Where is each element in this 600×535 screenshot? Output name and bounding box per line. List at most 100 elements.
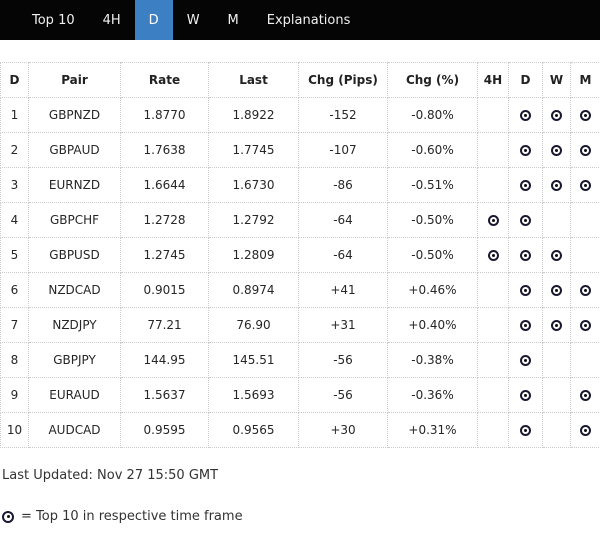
chg-pct-cell: -0.51% xyxy=(387,167,478,203)
table-body: 1 GBPNZD 1.8770 1.8922 -152 -0.80% 2 GBPAUD 1.76… xyxy=(0,97,600,448)
table-row: 10 AUDCAD 0.9595 0.9565 +30 +0.31% xyxy=(0,412,600,448)
tf-m-cell xyxy=(570,97,600,133)
rank-cell: 1 xyxy=(0,97,29,133)
top10-marker-icon xyxy=(580,390,591,401)
top10-marker-icon xyxy=(520,320,531,331)
tab-monthly[interactable]: M xyxy=(227,12,239,28)
tf-d-cell xyxy=(508,342,543,378)
pair-cell: AUDCAD xyxy=(28,412,121,448)
chg-pips-cell: +30 xyxy=(298,412,388,448)
chg-pct-cell: -0.80% xyxy=(387,97,478,133)
tf-w-cell xyxy=(542,97,571,133)
tf-d-cell xyxy=(508,412,543,448)
table-row: 5 GBPUSD 1.2745 1.2809 -64 -0.50% xyxy=(0,237,600,273)
top10-marker-icon xyxy=(520,425,531,436)
top10-marker-icon xyxy=(580,285,591,296)
last-cell: 1.2792 xyxy=(208,202,299,238)
last-cell: 1.7745 xyxy=(208,132,299,168)
tab-explanations[interactable]: Explanations xyxy=(266,12,351,28)
column-header-chg-pips: Chg (Pips) xyxy=(298,62,388,98)
table-row: 7 NZDJPY 77.21 76.90 +31 +0.40% xyxy=(0,307,600,343)
table-row: 2 GBPAUD 1.7638 1.7745 -107 -0.60% xyxy=(0,132,600,168)
top10-marker-icon xyxy=(551,145,562,156)
chg-pct-cell: -0.38% xyxy=(387,342,478,378)
table-row: 9 EURAUD 1.5637 1.5693 -56 -0.36% xyxy=(0,377,600,413)
top10-marker-icon xyxy=(551,180,562,191)
top10-marker-icon xyxy=(520,250,531,261)
top10-marker-icon xyxy=(520,110,531,121)
tf-w-cell xyxy=(542,342,571,378)
top10-marker-icon xyxy=(580,110,591,121)
chg-pips-cell: -86 xyxy=(298,167,388,203)
table-row: 4 GBPCHF 1.2728 1.2792 -64 -0.50% xyxy=(0,202,600,238)
column-header-d: D xyxy=(508,62,543,98)
rank-cell: 8 xyxy=(0,342,29,378)
pair-cell: GBPNZD xyxy=(28,97,121,133)
chg-pips-cell: -107 xyxy=(298,132,388,168)
last-cell: 1.6730 xyxy=(208,167,299,203)
top10-marker-icon xyxy=(520,355,531,366)
tf-d-cell xyxy=(508,167,543,203)
chg-pct-cell: +0.40% xyxy=(387,307,478,343)
tf-w-cell xyxy=(542,377,571,413)
top10-marker-icon xyxy=(520,215,531,226)
rate-cell: 1.6644 xyxy=(120,167,209,203)
pair-cell: EURNZD xyxy=(28,167,121,203)
last-cell: 145.51 xyxy=(208,342,299,378)
top10-marker-icon xyxy=(487,250,499,261)
top10-marker-icon xyxy=(551,110,562,121)
tf-d-cell xyxy=(508,272,543,308)
tf-w-cell xyxy=(542,307,571,343)
rank-cell: 5 xyxy=(0,237,29,273)
pair-cell: GBPUSD xyxy=(28,237,121,273)
column-header-m: M xyxy=(570,62,600,98)
tf-m-cell xyxy=(570,167,600,203)
tab-4h[interactable]: 4H xyxy=(102,12,121,28)
chg-pips-cell: -56 xyxy=(298,377,388,413)
tf-m-cell xyxy=(570,202,600,238)
chg-pct-cell: +0.46% xyxy=(387,272,478,308)
last-cell: 0.8974 xyxy=(208,272,299,308)
top10-marker-icon xyxy=(580,320,591,331)
rank-cell: 10 xyxy=(0,412,29,448)
rank-cell: 7 xyxy=(0,307,29,343)
rate-cell: 1.7638 xyxy=(120,132,209,168)
tf-w-cell xyxy=(542,272,571,308)
chg-pct-cell: -0.36% xyxy=(387,377,478,413)
tab-top10[interactable]: Top 10 xyxy=(32,12,75,28)
last-cell: 1.2809 xyxy=(208,237,299,273)
rank-cell: 4 xyxy=(0,202,29,238)
tf-4h-cell xyxy=(477,377,509,413)
column-header-rate: Rate xyxy=(120,62,209,98)
tf-d-cell xyxy=(508,132,543,168)
tf-m-cell xyxy=(570,272,600,308)
tf-m-cell xyxy=(570,412,600,448)
tab-weekly[interactable]: W xyxy=(186,12,200,28)
top10-marker-icon xyxy=(551,285,562,296)
rate-cell: 1.5637 xyxy=(120,377,209,413)
top10-marker-icon xyxy=(487,215,499,226)
tf-4h-cell xyxy=(477,97,509,133)
legend: = Top 10 in respective time frame xyxy=(2,509,600,524)
chg-pct-cell: +0.31% xyxy=(387,412,478,448)
chg-pct-cell: -0.50% xyxy=(387,202,478,238)
tf-m-cell xyxy=(570,132,600,168)
tf-4h-cell xyxy=(477,237,509,273)
pair-cell: NZDJPY xyxy=(28,307,121,343)
table-header-row: D Pair Rate Last Chg (Pips) Chg (%) 4H D… xyxy=(0,62,600,98)
chg-pips-cell: -56 xyxy=(298,342,388,378)
pair-cell: EURAUD xyxy=(28,377,121,413)
top10-marker-icon xyxy=(551,250,562,261)
table-row: 8 GBPJPY 144.95 145.51 -56 -0.38% xyxy=(0,342,600,378)
tab-daily[interactable]: D xyxy=(134,0,173,40)
tf-4h-cell xyxy=(477,132,509,168)
chg-pips-cell: -152 xyxy=(298,97,388,133)
last-cell: 1.8922 xyxy=(208,97,299,133)
chg-pips-cell: +41 xyxy=(298,272,388,308)
column-header-chg-pct: Chg (%) xyxy=(387,62,478,98)
tf-4h-cell xyxy=(477,412,509,448)
tf-m-cell xyxy=(570,342,600,378)
pair-cell: GBPCHF xyxy=(28,202,121,238)
tf-w-cell xyxy=(542,167,571,203)
chg-pips-cell: -64 xyxy=(298,202,388,238)
